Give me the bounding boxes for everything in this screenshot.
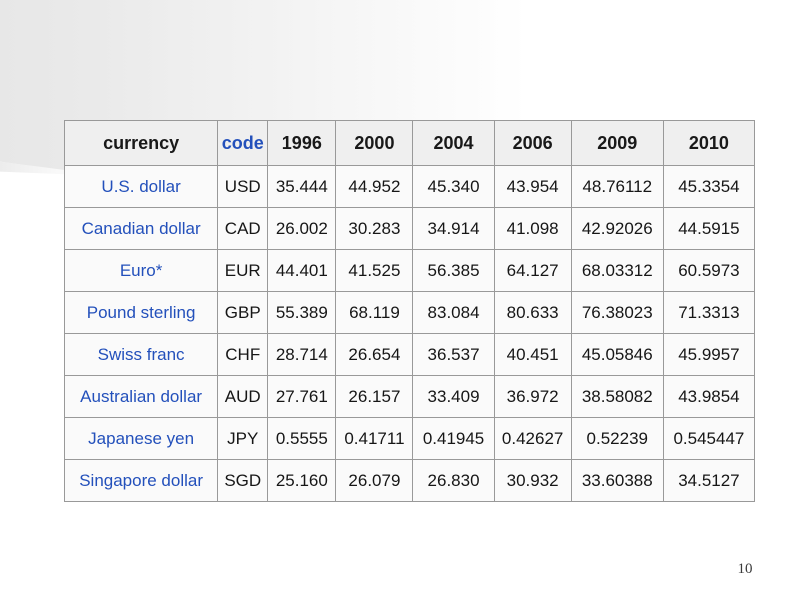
rate-cell: 45.340 [412, 165, 495, 208]
rate-cell: 28.714 [267, 333, 337, 376]
table-row: Japanese yen JPY 0.5555 0.41711 0.41945 … [63, 417, 756, 460]
rate-cell: 30.932 [493, 459, 572, 502]
currency-link[interactable]: Singapore dollar [79, 470, 204, 490]
rate-cell: 48.76112 [570, 165, 664, 208]
rate-cell: 26.830 [412, 459, 495, 502]
header-year-2000: 2000 [335, 120, 414, 166]
currency-name-cell: Singapore dollar [63, 459, 219, 502]
header-year-2004: 2004 [412, 120, 495, 166]
header-year-2009: 2009 [570, 120, 664, 166]
rate-cell: 27.761 [267, 375, 337, 418]
currency-link[interactable]: U.S. dollar [101, 176, 181, 196]
header-currency: currency [63, 120, 219, 166]
rate-cell: 26.654 [335, 333, 414, 376]
currency-code-cell: JPY [217, 417, 269, 460]
rate-cell: 36.972 [493, 375, 572, 418]
rate-cell: 0.42627 [493, 417, 572, 460]
rate-cell: 71.3313 [662, 291, 756, 334]
table-row: Australian dollar AUD 27.761 26.157 33.4… [63, 375, 756, 418]
rate-cell: 55.389 [267, 291, 337, 334]
header-code-link[interactable]: code [217, 120, 269, 166]
rate-cell: 56.385 [412, 249, 495, 292]
rate-cell: 68.03312 [570, 249, 664, 292]
slide-page-number: 10 [737, 561, 753, 577]
rate-cell: 43.9854 [662, 375, 756, 418]
rate-cell: 0.545447 [662, 417, 756, 460]
currency-name-cell: Australian dollar [63, 375, 219, 418]
header-year-2010: 2010 [662, 120, 756, 166]
rate-cell: 41.525 [335, 249, 414, 292]
rate-cell: 44.401 [267, 249, 337, 292]
currency-name-cell: Pound sterling [63, 291, 219, 334]
rate-cell: 44.5915 [662, 207, 756, 250]
rate-cell: 41.098 [493, 207, 572, 250]
currency-code-cell: SGD [217, 459, 269, 502]
currency-link[interactable]: Canadian dollar [81, 218, 201, 238]
rate-cell: 0.41945 [412, 417, 495, 460]
rate-cell: 34.914 [412, 207, 495, 250]
rate-cell: 26.002 [267, 207, 337, 250]
table-row: Canadian dollar CAD 26.002 30.283 34.914… [63, 207, 756, 250]
rate-cell: 0.52239 [570, 417, 664, 460]
currency-code-cell: AUD [217, 375, 269, 418]
currency-name-cell: U.S. dollar [63, 165, 219, 208]
currency-name-cell: Euro* [63, 249, 219, 292]
rate-cell: 43.954 [493, 165, 572, 208]
rate-cell: 45.05846 [570, 333, 664, 376]
rate-cell: 45.3354 [662, 165, 756, 208]
rate-cell: 30.283 [335, 207, 414, 250]
currency-name-cell: Canadian dollar [63, 207, 219, 250]
table-row: Pound sterling GBP 55.389 68.119 83.084 … [63, 291, 756, 334]
rate-cell: 40.451 [493, 333, 572, 376]
rate-cell: 33.409 [412, 375, 495, 418]
rate-cell: 80.633 [493, 291, 572, 334]
table-row: Singapore dollar SGD 25.160 26.079 26.83… [63, 459, 756, 502]
header-year-1996: 1996 [267, 120, 337, 166]
rate-cell: 0.41711 [335, 417, 414, 460]
rate-cell: 35.444 [267, 165, 337, 208]
table-row: U.S. dollar USD 35.444 44.952 45.340 43.… [63, 165, 756, 208]
header-year-2006: 2006 [493, 120, 572, 166]
currency-exchange-rate-table: currency code 1996 2000 2004 2006 2009 2… [63, 120, 756, 502]
currency-code-cell: CHF [217, 333, 269, 376]
rate-cell: 38.58082 [570, 375, 664, 418]
currency-code-cell: GBP [217, 291, 269, 334]
table-header-row: currency code 1996 2000 2004 2006 2009 2… [63, 120, 756, 166]
rate-cell: 34.5127 [662, 459, 756, 502]
rate-cell: 76.38023 [570, 291, 664, 334]
currency-link[interactable]: Australian dollar [80, 386, 203, 406]
rate-cell: 64.127 [493, 249, 572, 292]
currency-link[interactable]: Euro* [119, 260, 163, 280]
rate-cell: 26.157 [335, 375, 414, 418]
rate-cell: 33.60388 [570, 459, 664, 502]
table-row: Swiss franc CHF 28.714 26.654 36.537 40.… [63, 333, 756, 376]
rate-cell: 0.5555 [267, 417, 337, 460]
rate-cell: 36.537 [412, 333, 495, 376]
currency-link[interactable]: Swiss franc [97, 344, 185, 364]
currency-name-cell: Japanese yen [63, 417, 219, 460]
table-row: Euro* EUR 44.401 41.525 56.385 64.127 68… [63, 249, 756, 292]
rate-cell: 68.119 [335, 291, 414, 334]
rate-cell: 26.079 [335, 459, 414, 502]
rate-cell: 83.084 [412, 291, 495, 334]
currency-code-cell: EUR [217, 249, 269, 292]
currency-code-cell: USD [217, 165, 269, 208]
currency-link[interactable]: Pound sterling [86, 302, 196, 322]
rate-cell: 45.9957 [662, 333, 756, 376]
currency-link[interactable]: Japanese yen [88, 428, 195, 448]
currency-name-cell: Swiss franc [63, 333, 219, 376]
rate-cell: 25.160 [267, 459, 337, 502]
rate-cell: 42.92026 [570, 207, 664, 250]
rate-cell: 44.952 [335, 165, 414, 208]
currency-code-cell: CAD [217, 207, 269, 250]
rate-cell: 60.5973 [662, 249, 756, 292]
